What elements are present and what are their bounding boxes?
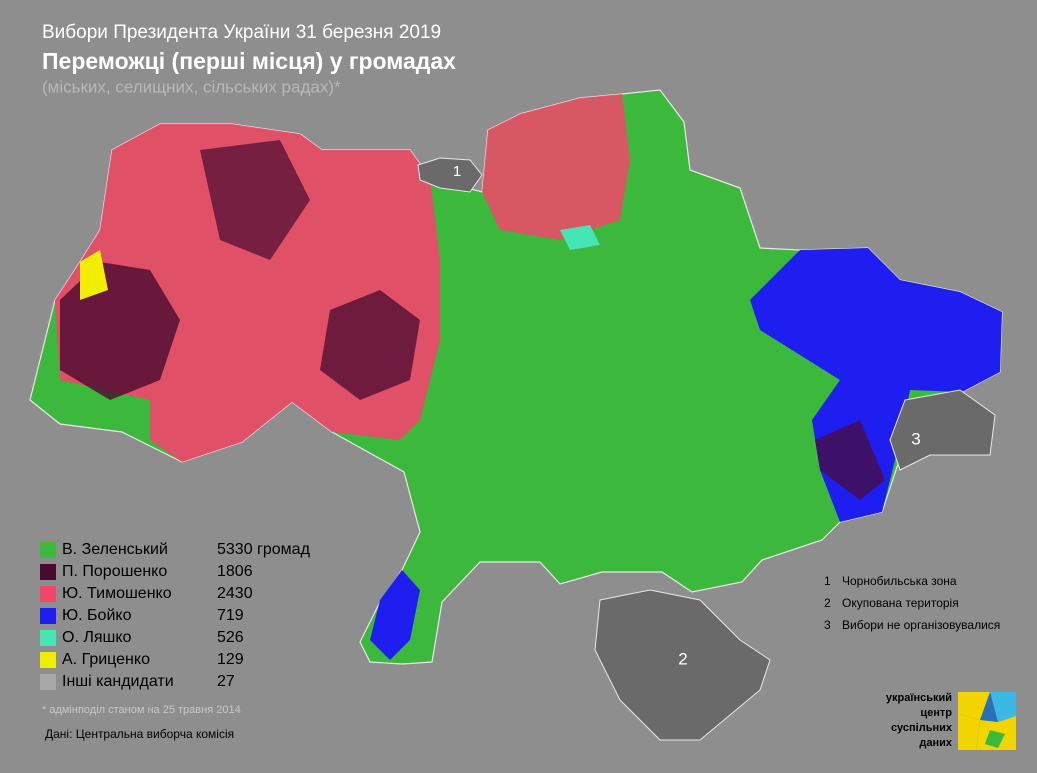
- legend-count: 5330 громад: [217, 541, 311, 558]
- zone-legend: 1 Чорнобильська зона 2 Окупована територія 3…: [824, 574, 1000, 632]
- legend-name: О. Ляшко: [62, 629, 132, 646]
- legend-count: 1806: [217, 563, 253, 580]
- logo-line: центр: [920, 707, 952, 719]
- zone-1-shape: [417, 157, 483, 193]
- legend-name: В. Зеленський: [62, 541, 168, 558]
- legend: В. Зеленський 5330 громад П. Порошенко 1806…: [40, 541, 311, 690]
- legend-count: 2430: [217, 585, 253, 602]
- subtitle-note: (міських, селищних, сільських радах)*: [42, 77, 341, 96]
- legend-count-value: 27: [217, 673, 235, 690]
- legend-count: 719: [217, 607, 244, 624]
- source: Дані: Центральна виборча комісія: [45, 727, 234, 741]
- west-dark-patch: [60, 262, 180, 400]
- legend-count-value: 2430: [217, 585, 253, 602]
- zone-legend-number: 1: [824, 574, 831, 588]
- logo-line: суспільних: [891, 722, 953, 734]
- legend-swatch: [40, 608, 56, 624]
- zone-number: 2: [678, 649, 687, 668]
- zone-legend-label: Вибори не організовувалися: [842, 618, 1000, 632]
- legend-swatch: [40, 586, 56, 602]
- legend-name: Інші кандидати: [62, 673, 174, 690]
- zone-2-shape: [594, 589, 771, 741]
- yellow-patch: [80, 250, 108, 300]
- logo-text: український центр суспільних даних: [886, 692, 953, 749]
- legend-count: 526: [217, 629, 244, 646]
- legend-swatch: [40, 674, 56, 690]
- zone-legend-label: Окупована територія: [842, 596, 959, 610]
- east-region: [750, 248, 1002, 522]
- zone-number: 3: [911, 429, 920, 448]
- footnote: * адмінподіл станом на 25 травня 2014: [42, 704, 241, 716]
- north-dark-patch: [200, 140, 310, 260]
- legend-name: П. Порошенко: [62, 563, 167, 580]
- donbas-dark-patch: [815, 420, 885, 500]
- legend-swatch: [40, 630, 56, 646]
- logo-line: даних: [919, 737, 953, 749]
- center-dark-patch: [320, 290, 420, 400]
- logo: [958, 692, 1016, 750]
- legend-count: 27: [217, 673, 235, 690]
- logo-tile: [990, 692, 1016, 722]
- title: Вибори Президента України 31 березня 201…: [42, 22, 441, 43]
- legend-swatch: [40, 652, 56, 668]
- legend-count-value: 526: [217, 629, 244, 646]
- zone-legend-label: Чорнобильська зона: [842, 574, 957, 588]
- logo-line: український: [886, 692, 952, 704]
- country-map: [29, 89, 1003, 741]
- legend-count-unit: громад: [257, 541, 311, 558]
- mint-patch: [560, 225, 600, 250]
- north-region: [482, 94, 630, 240]
- logo-tile: [985, 730, 1005, 748]
- subtitle: Переможці (перші місця) у громадах: [42, 48, 456, 74]
- legend-count: 129: [217, 651, 244, 668]
- legend-count-value: 129: [217, 651, 244, 668]
- legend-count-value: 5330: [217, 541, 253, 558]
- south-coast-blue: [370, 570, 420, 660]
- logo-tile: [958, 714, 980, 750]
- legend-swatch: [40, 542, 56, 558]
- legend-count-value: 1806: [217, 563, 253, 580]
- zone-number: 1: [453, 163, 461, 180]
- legend-name: Ю. Тимошенко: [62, 585, 172, 602]
- legend-count-value: 719: [217, 607, 244, 624]
- zone-legend-number: 3: [824, 618, 831, 632]
- legend-swatch: [40, 564, 56, 580]
- legend-name: А. Гриценко: [62, 651, 150, 668]
- zone-legend-number: 2: [824, 596, 831, 610]
- legend-name: Ю. Бойко: [62, 607, 132, 624]
- zone-3-shape: [889, 389, 996, 471]
- logo-tile: [958, 692, 990, 720]
